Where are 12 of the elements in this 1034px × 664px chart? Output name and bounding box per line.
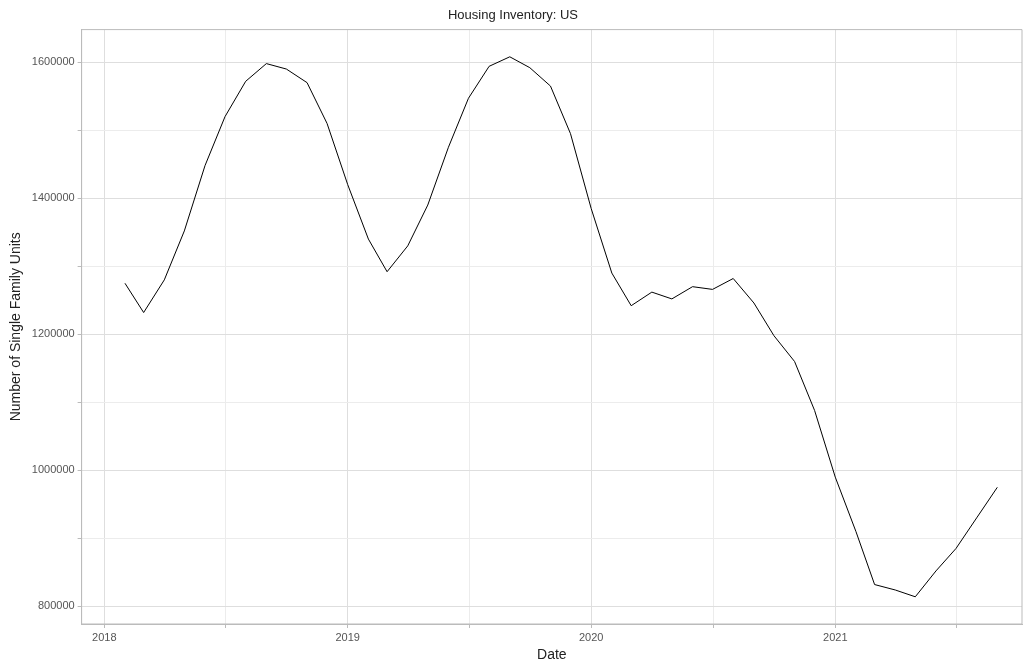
x-tick-label: 2021 bbox=[823, 630, 848, 643]
y-axis-title: Number of Single Family Units bbox=[7, 232, 24, 422]
y-tick-label: 1200000 bbox=[31, 327, 75, 340]
x-tick-label: 2019 bbox=[335, 630, 360, 643]
y-tick-label: 1600000 bbox=[31, 55, 75, 68]
x-tick-label: 2018 bbox=[92, 630, 117, 643]
x-axis-title: Date bbox=[537, 646, 567, 663]
y-tick-label: 800000 bbox=[37, 599, 75, 612]
x-tick-label: 2020 bbox=[578, 630, 604, 643]
chart-title: Housing Inventory: US bbox=[447, 7, 579, 23]
y-tick-label: 1000000 bbox=[31, 463, 75, 476]
y-tick-label: 1400000 bbox=[31, 191, 75, 204]
